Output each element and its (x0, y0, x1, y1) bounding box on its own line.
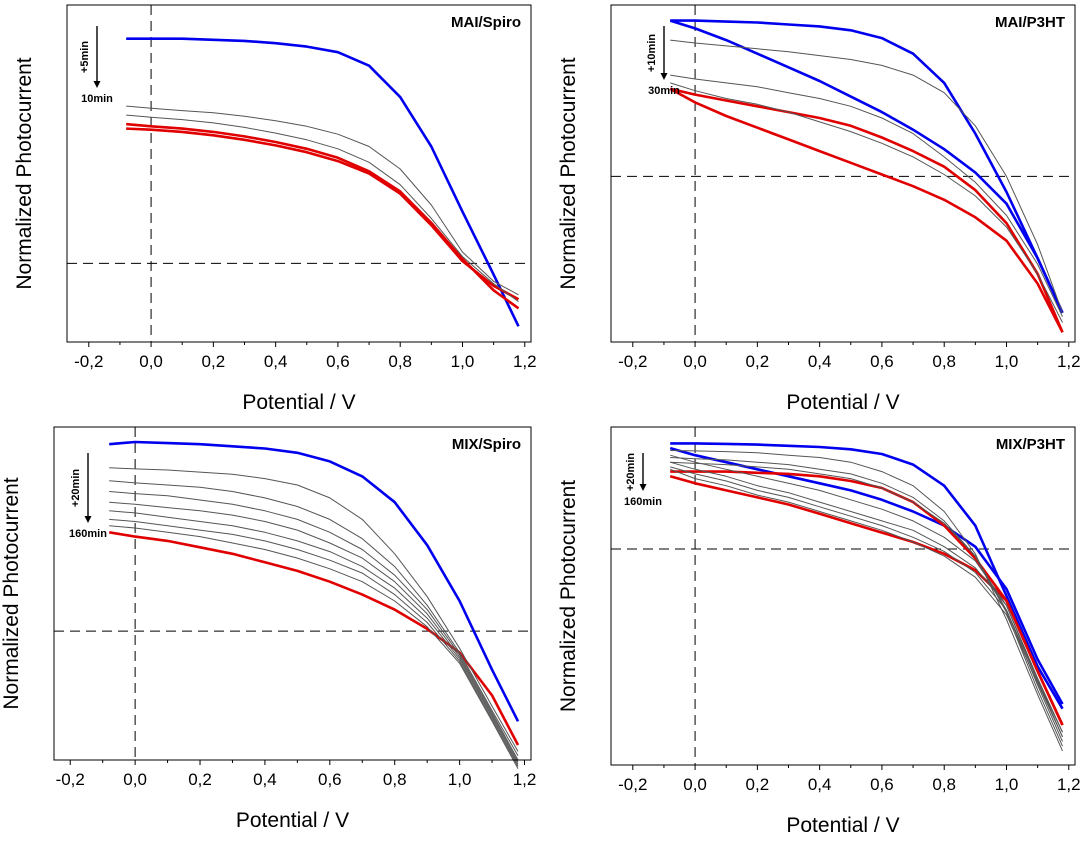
chart-mix-p3ht-series-3 (670, 470, 1064, 726)
chart-mai-p3ht-series-4 (669, 87, 1064, 333)
chart-mix-p3ht-time-step-label: +20min (625, 453, 637, 491)
chart-mai-spiro-x-tick-label: -0,2 (74, 352, 103, 371)
chart-mix-p3ht-time-arrow-head (639, 484, 647, 491)
chart-mix-p3ht-series-4 (669, 475, 1064, 726)
chart-mix-p3ht-series-2 (669, 446, 1064, 705)
chart-mix-spiro-series-7 (109, 510, 519, 765)
chart-panel-mix-spiro: -0,2 0,0 0,2 0,4 0,6 0,8 1,0 1,2 Potential / V No… (0, 425, 545, 845)
chart-mix-spiro-time-end-label: 160min (69, 528, 107, 540)
chart-mix-p3ht-series-7 (670, 461, 1063, 742)
chart-mix-spiro-series-5 (109, 491, 519, 761)
chart-mix-spiro-series-9 (109, 525, 519, 769)
chart-mix-p3ht-frame (610, 426, 1076, 766)
chart-mix-spiro-x-tick-label: -0,2 (56, 770, 85, 789)
chart-mai-p3ht-y-axis-label: Normalized Photocurrent (557, 57, 580, 289)
chart-mix-spiro-series-2 (108, 531, 520, 746)
chart-mix-p3ht-x-tick-label: 1,2 (1057, 775, 1081, 794)
chart-mix-spiro-series-1 (109, 440, 520, 722)
chart-mix-p3ht-x-tick-label: -0,2 (618, 775, 647, 794)
chart-mix-p3ht-x-tick-label: 1,0 (995, 775, 1019, 794)
chart-mai-spiro-x-tick-label: 0,6 (326, 352, 350, 371)
chart-mix-p3ht-x-tick-label: 0,0 (683, 775, 707, 794)
chart-mix-spiro-x-tick-label: 0,2 (188, 770, 212, 789)
chart-mix-spiro-time-arrow-head (84, 516, 92, 523)
chart-mai-spiro-x-tick-label: 1,0 (451, 352, 475, 371)
chart-mai-p3ht-series-5 (670, 39, 1063, 313)
chart-mai-spiro-x-axis-label: Potential / V (242, 391, 355, 414)
chart-mix-p3ht-x-tick-label: 0,2 (746, 775, 770, 794)
chart-mai-p3ht-series-1 (670, 19, 1064, 314)
chart-mix-spiro-x-tick-label: 0,8 (383, 770, 407, 789)
chart-mai-p3ht-time-arrow-head (660, 73, 668, 80)
chart-mix-p3ht-title: MIX/P3HT (996, 436, 1065, 453)
chart-mix-p3ht-x-axis-label: Potential / V (786, 814, 899, 837)
chart-mai-spiro-y-axis-label: Normalized Photocurrent (13, 57, 36, 289)
chart-mix-spiro-series-3 (109, 467, 519, 752)
chart-mix-spiro-x-tick-label: 1,2 (513, 770, 537, 789)
chart-mai-p3ht-title: MAI/P3HT (995, 14, 1065, 31)
chart-mai-p3ht-series-3 (669, 87, 1064, 333)
chart-mai-spiro-x-tick-label: 0,2 (202, 352, 226, 371)
chart-mai-spiro-series-1 (126, 37, 520, 327)
chart-mai-p3ht-frame (610, 4, 1076, 343)
chart-mix-p3ht-y-axis-label: Normalized Photocurrent (557, 480, 580, 712)
chart-mai-spiro-x-tick-label: 0,4 (264, 352, 288, 371)
chart-mix-p3ht-series-1 (670, 442, 1064, 710)
chart-mix-p3ht-x-tick-label: 0,8 (932, 775, 956, 794)
chart-mai-p3ht-series-2 (669, 19, 1064, 314)
chart-mai-p3ht-x-tick-label: 0,2 (746, 352, 770, 371)
chart-mai-p3ht-x-tick-label: 0,4 (808, 352, 832, 371)
chart-panel-mai-spiro: -0,2 0,0 0,2 0,4 0,6 0,8 1,0 1,2 Potential / V No… (0, 0, 545, 425)
chart-mai-spiro-x-tick-label: 0,0 (139, 352, 163, 371)
chart-svg-mix-spiro: -0,2 0,0 0,2 0,4 0,6 0,8 1,0 1,2 Potential / V No… (0, 426, 537, 832)
chart-mix-spiro-frame (53, 426, 532, 761)
chart-mix-spiro-series-6 (109, 501, 519, 763)
chart-mix-spiro-x-tick-label: 0,4 (253, 770, 277, 789)
chart-svg-mai-p3ht: -0,2 0,0 0,2 0,4 0,6 0,8 1,0 1,2 Potential / V No… (557, 4, 1081, 414)
chart-mix-spiro-title: MIX/Spiro (452, 436, 521, 453)
chart-mai-p3ht-series-6 (670, 74, 1063, 317)
chart-mai-spiro-x-tick-label: 1,2 (513, 352, 537, 371)
chart-mix-p3ht-x-tick-label: 0,6 (870, 775, 894, 794)
chart-svg-mix-p3ht: -0,2 0,0 0,2 0,4 0,6 0,8 1,0 1,2 Potential / V No… (557, 426, 1081, 837)
chart-mix-p3ht-series-11 (670, 468, 1063, 738)
chart-mix-p3ht-series-10 (670, 466, 1063, 733)
chart-mix-spiro-time-step-label: +20min (70, 469, 82, 507)
chart-mai-p3ht-series-7 (670, 82, 1063, 323)
chart-mai-p3ht-time-end-label: 30min (648, 85, 680, 97)
chart-mix-spiro-x-tick-label: 1,0 (448, 770, 472, 789)
chart-mix-p3ht-series-8 (670, 454, 1063, 738)
chart-mai-spiro-frame (66, 4, 532, 343)
chart-mix-p3ht-x-tick-label: 0,4 (808, 775, 832, 794)
chart-mai-p3ht-x-tick-label: -0,2 (618, 352, 647, 371)
chart-mai-spiro-time-arrow-head (93, 81, 101, 88)
chart-mai-spiro-x-tick-label: 0,8 (388, 352, 412, 371)
chart-mai-p3ht-x-axis-label: Potential / V (786, 391, 899, 414)
chart-mai-p3ht-x-tick-label: 0,6 (870, 352, 894, 371)
chart-panel-mix-p3ht: -0,2 0,0 0,2 0,4 0,6 0,8 1,0 1,2 Potential / V No… (545, 425, 1089, 845)
chart-mai-p3ht-x-tick-label: 1,0 (995, 352, 1019, 371)
chart-mai-spiro-series-4 (126, 105, 519, 296)
chart-mai-spiro-time-end-label: 10min (81, 93, 113, 105)
chart-mix-spiro-x-tick-label: 0,6 (318, 770, 342, 789)
chart-mix-spiro-y-axis-label: Normalized Photocurrent (0, 477, 23, 709)
chart-mai-spiro-series-2 (126, 122, 520, 310)
chart-mix-p3ht-time-end-label: 160min (624, 496, 662, 508)
chart-svg-mai-spiro: -0,2 0,0 0,2 0,4 0,6 0,8 1,0 1,2 Potential / V No… (13, 4, 537, 414)
chart-mix-spiro-x-tick-label: 0,0 (123, 770, 147, 789)
chart-mai-spiro-time-step-label: +5min (79, 41, 91, 73)
chart-mix-spiro-series-8 (109, 518, 519, 767)
chart-mai-spiro-title: MAI/Spiro (451, 14, 521, 31)
chart-mix-spiro-series-4 (109, 480, 519, 756)
chart-mai-spiro-series-5 (126, 114, 519, 303)
chart-mai-p3ht-x-tick-label: 1,2 (1057, 352, 1081, 371)
chart-mai-spiro-series-3 (126, 127, 520, 301)
chart-mai-p3ht-time-step-label: +10min (646, 34, 658, 72)
chart-panel-mai-p3ht: -0,2 0,0 0,2 0,4 0,6 0,8 1,0 1,2 Potential / V No… (545, 0, 1089, 425)
chart-mix-p3ht-series-9 (670, 461, 1063, 733)
chart-mix-spiro-x-axis-label: Potential / V (236, 809, 349, 832)
chart-mai-p3ht-x-tick-label: 0,0 (683, 352, 707, 371)
chart-mai-p3ht-x-tick-label: 0,8 (932, 352, 956, 371)
chart-mix-p3ht-series-6 (670, 457, 1063, 747)
